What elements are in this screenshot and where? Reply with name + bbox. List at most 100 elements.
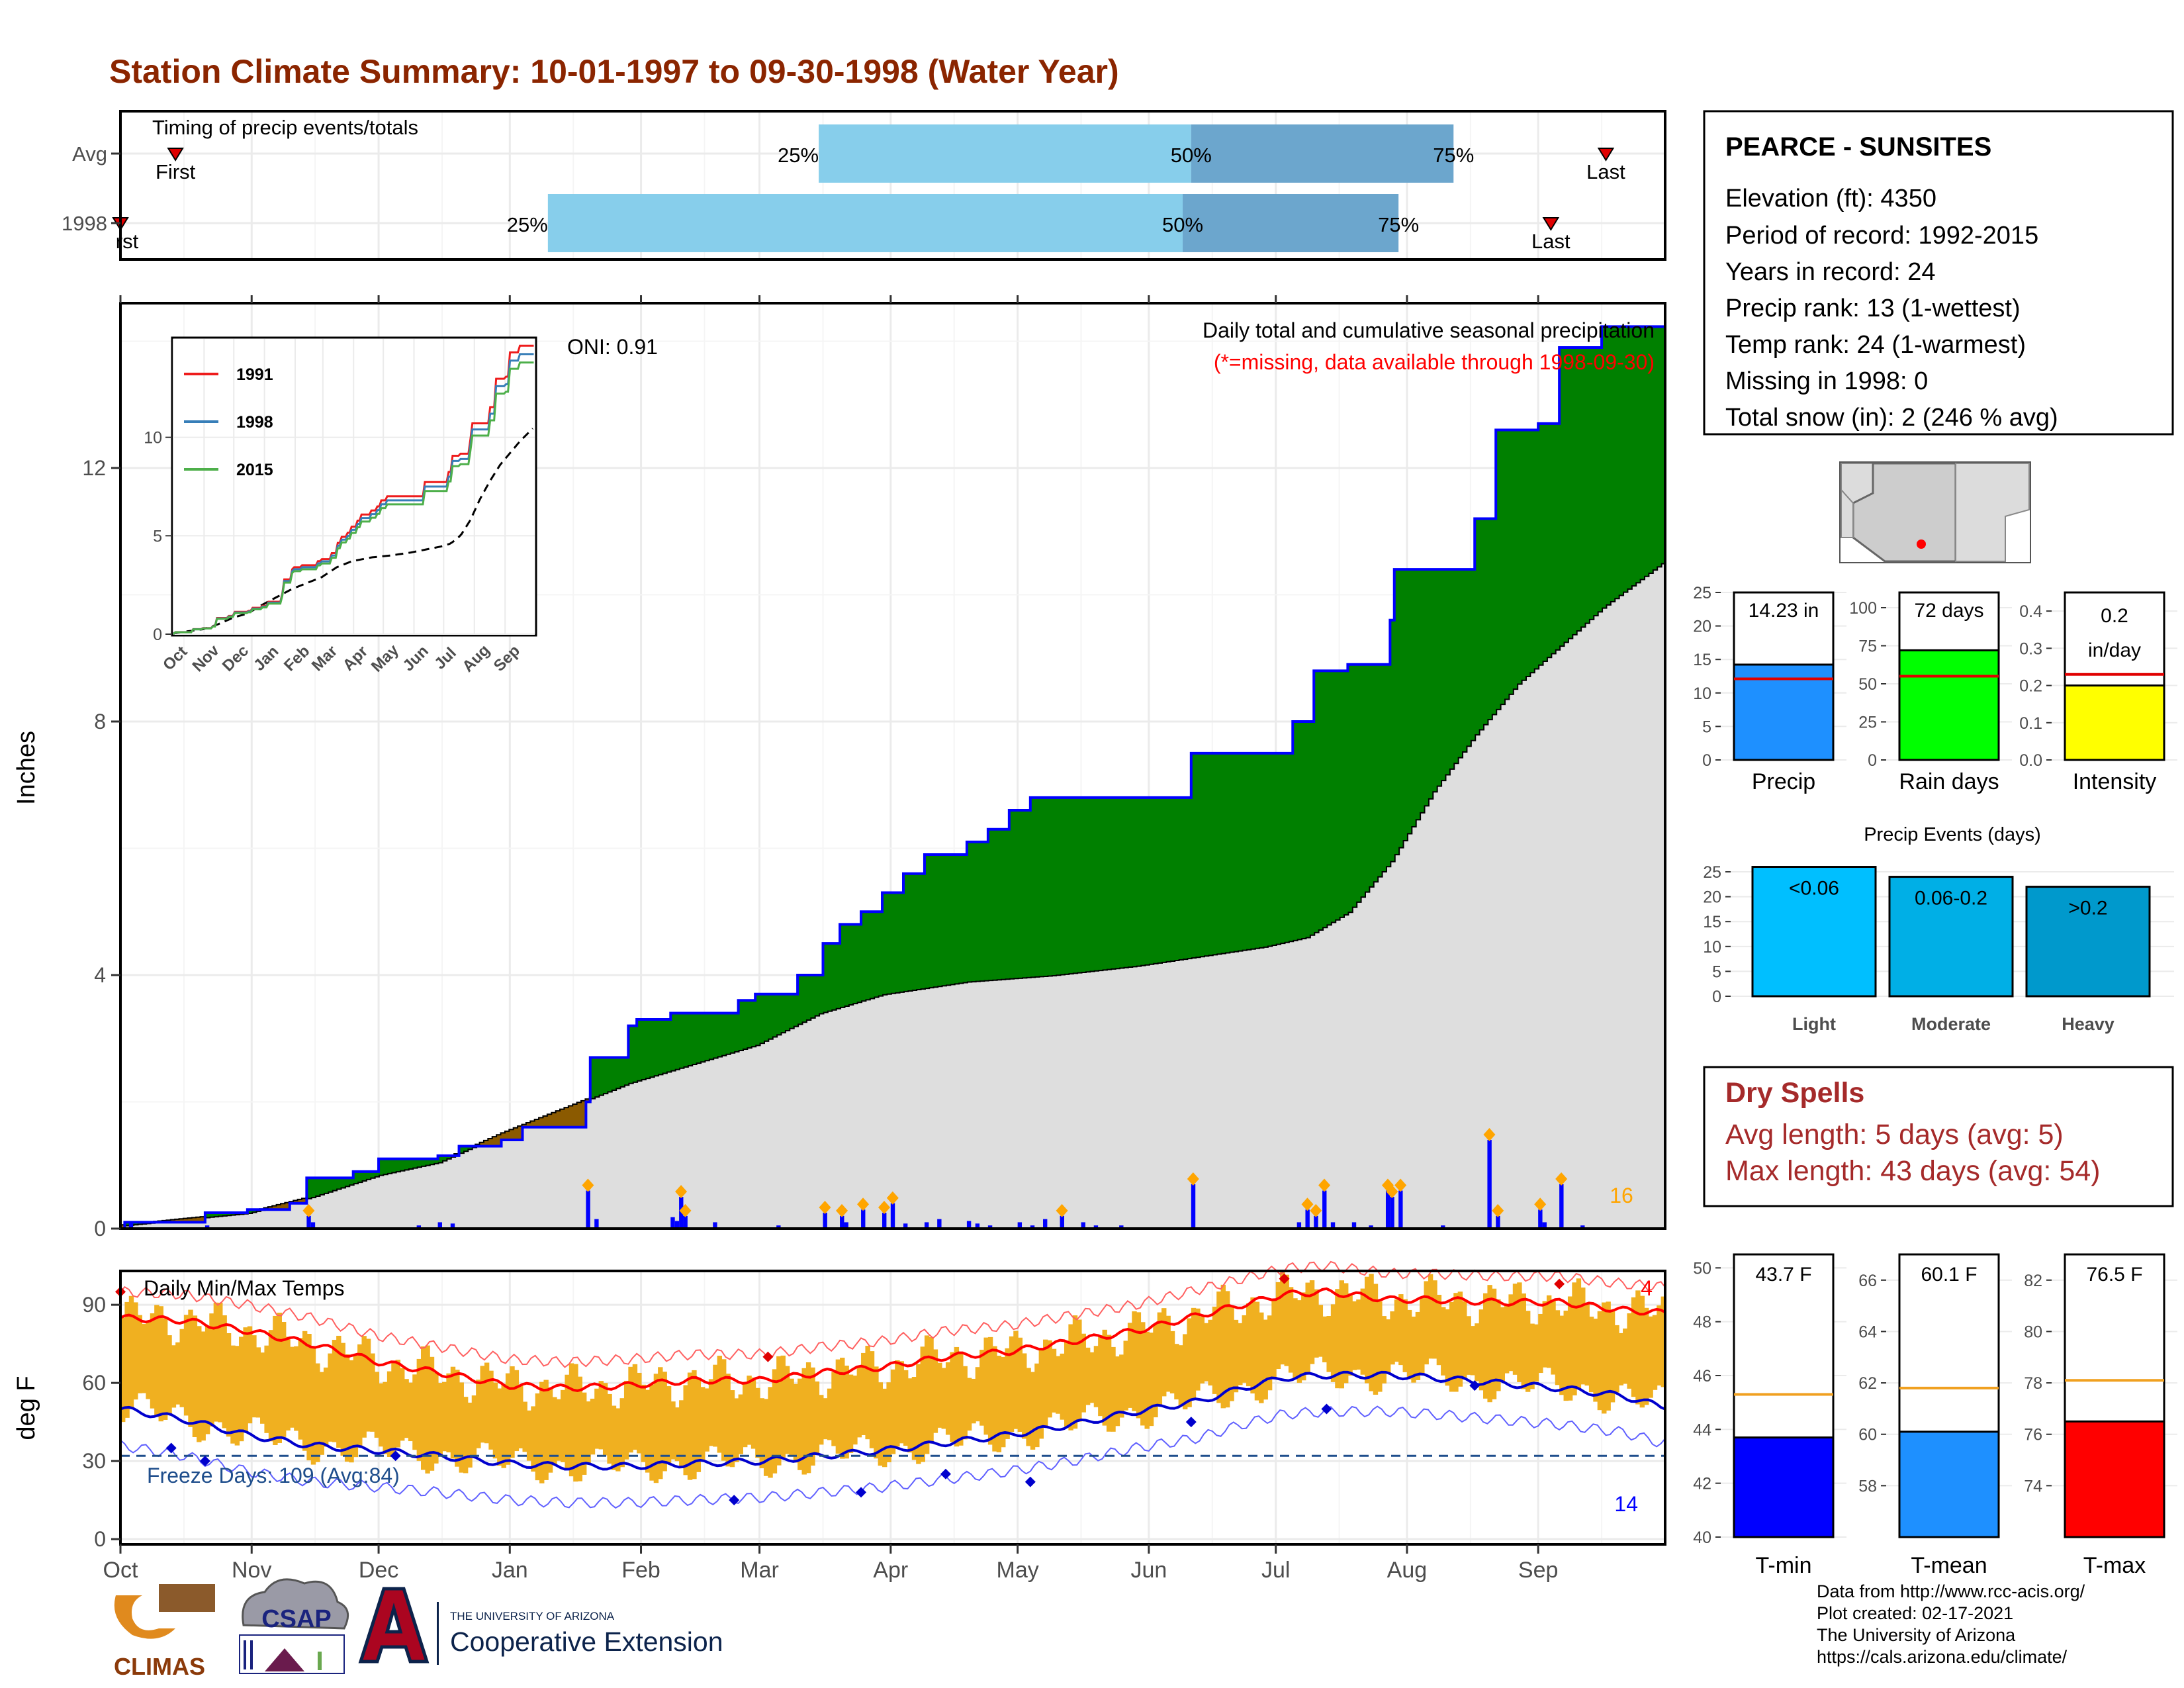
temp-range-bar — [319, 1372, 324, 1455]
temp-range-bar — [497, 1388, 502, 1466]
summary-value-bar — [1733, 663, 1835, 761]
climas-logo-text: CLIMAS — [114, 1653, 205, 1680]
temp-range-bar — [1555, 1310, 1561, 1385]
footer-url: https://cals.arizona.edu/climate/ — [1817, 1647, 2068, 1667]
last-event-label: Last — [1531, 230, 1570, 253]
inset-legend-label: 1998 — [236, 413, 273, 432]
temp-range-bar — [146, 1323, 151, 1399]
daily-precip-bar — [1542, 1222, 1547, 1229]
summary-y-tick-label: 10 — [1693, 684, 1711, 703]
timing-panel-label: Timing of precip events/totals — [152, 116, 418, 139]
temp-range-bar — [128, 1295, 134, 1409]
temp-range-bar — [1529, 1323, 1535, 1389]
locator-map — [1839, 461, 2031, 563]
precip-event-bar — [2025, 886, 2151, 998]
temp-range-bar — [429, 1356, 435, 1471]
daily-precip-bar — [674, 1221, 680, 1229]
temp-range-bar — [607, 1393, 612, 1464]
summary-y-tick-label: 5 — [1702, 718, 1711, 736]
temp-range-bar — [632, 1364, 638, 1450]
temp-range-bar — [1187, 1318, 1192, 1407]
temp-range-bar — [768, 1387, 773, 1478]
temp-range-bar — [243, 1327, 248, 1433]
temp-range-bar — [1588, 1316, 1594, 1393]
daily-precip-bar — [1017, 1222, 1023, 1229]
inset-average-line — [173, 428, 534, 635]
temp-range-bar — [1614, 1325, 1619, 1393]
temperature-summary-bars: 40 42 44 46 48 50 43.7 F T-min 58 60 62 64 66 60.1 F T… — [1693, 1253, 2177, 1578]
cold-days-count: 14 — [1614, 1492, 1638, 1516]
extreme-precip-marker — [1187, 1172, 1199, 1186]
temp-range-bar — [332, 1340, 338, 1442]
temp-summary-y-tick-label: 74 — [2024, 1477, 2042, 1495]
daily-precip-bar — [924, 1222, 929, 1229]
temp-range-bar — [772, 1369, 778, 1474]
temp-summary-value-label: 43.7 F — [1755, 1264, 1811, 1286]
month-tick-label: Sep — [1518, 1558, 1559, 1583]
timing-p50-label: 50% — [1162, 213, 1203, 236]
temp-range-bar — [1343, 1283, 1349, 1383]
summary-y-tick-label: 75 — [1858, 637, 1877, 656]
temp-range-bar — [205, 1326, 210, 1434]
summary-value-bar — [2064, 684, 2165, 761]
temp-range-bar — [971, 1378, 976, 1424]
inset-chart: 0510OctNovDecJanFebMarAprMayJunJulAugSep… — [144, 336, 537, 676]
temp-range-bar — [1229, 1306, 1234, 1401]
daily-precip-bar — [1369, 1225, 1373, 1229]
temp-range-bar — [1648, 1316, 1653, 1398]
temp-range-bar — [1432, 1280, 1437, 1359]
temp-range-bar — [365, 1338, 371, 1432]
temp-range-bar — [310, 1346, 316, 1465]
temp-range-bar — [759, 1398, 764, 1469]
temp-range-bar — [696, 1378, 702, 1472]
temp-range-bar — [298, 1338, 303, 1440]
daily-precip-bar — [416, 1225, 422, 1229]
extreme-precip-marker — [857, 1197, 870, 1211]
temp-range-bar — [400, 1368, 405, 1441]
record-low-marker — [1185, 1417, 1197, 1428]
record-high-marker — [1554, 1278, 1565, 1289]
temp-range-bar — [1034, 1363, 1040, 1448]
temp-range-bar — [1525, 1311, 1531, 1392]
temp-range-bar — [734, 1398, 739, 1462]
daily-precip-bar — [1390, 1197, 1394, 1229]
daily-precip-bar — [670, 1217, 675, 1229]
temp-range-bar — [171, 1345, 177, 1408]
temp-range-bar — [979, 1350, 985, 1426]
temp-range-bar — [306, 1334, 312, 1461]
temp-range-bar — [1111, 1346, 1116, 1432]
temp-range-bar — [1284, 1274, 1289, 1366]
daily-precip-bar — [437, 1222, 442, 1229]
timing-row-label: Avg — [72, 142, 107, 165]
temp-range-bar — [433, 1372, 439, 1464]
temp-range-bar — [404, 1379, 409, 1438]
temp-range-bar — [649, 1384, 655, 1481]
temp-range-bar — [1191, 1307, 1197, 1400]
temp-range-bar — [1212, 1306, 1218, 1394]
temp-range-bar — [1318, 1305, 1324, 1357]
temp-range-bar — [459, 1382, 464, 1473]
temp-range-bar — [780, 1355, 786, 1458]
inset-legend-label: 2015 — [236, 461, 273, 479]
dry-spells-box: Dry Spells Avg length: 5 days (avg: 5) M… — [1703, 1066, 2174, 1207]
hot-days-count: 4 — [1641, 1276, 1653, 1300]
last-event-marker — [1542, 217, 1560, 231]
temp-range-bar — [565, 1374, 570, 1469]
temp-range-bar — [1165, 1315, 1171, 1392]
temp-range-bar — [611, 1405, 617, 1470]
temp-range-bar — [336, 1335, 341, 1448]
station-line-period: Period of record: 1992-2015 — [1725, 222, 2038, 250]
temp-summary-y-tick-label: 66 — [1858, 1272, 1877, 1290]
inset-y-tick-label: 5 — [153, 527, 162, 545]
temp-range-bar — [1013, 1331, 1019, 1429]
temp-range-bar — [1521, 1293, 1526, 1389]
summary-y-tick-label: 0 — [1868, 751, 1877, 770]
temp-range-bar — [315, 1363, 320, 1462]
temp-range-bar — [1538, 1313, 1543, 1374]
temp-range-bar — [1420, 1297, 1425, 1374]
temp-range-bar — [488, 1370, 494, 1450]
temp-summary-y-tick-label: 58 — [1858, 1477, 1877, 1495]
summary-value-bar — [1898, 649, 2000, 761]
temp-range-bar — [463, 1397, 469, 1474]
temp-range-bar — [124, 1301, 130, 1418]
